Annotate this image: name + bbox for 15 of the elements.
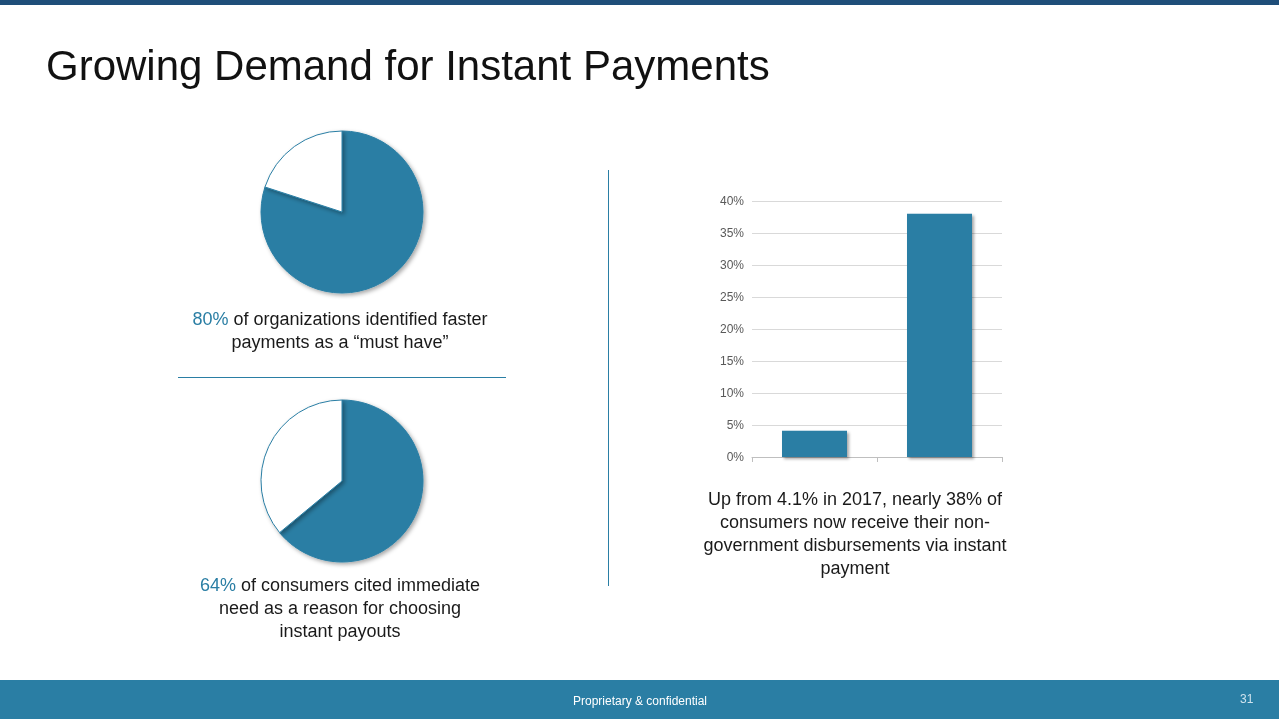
text: Proprietary & confidential	[571, 694, 709, 708]
y-tick-label: 35%	[719, 226, 745, 240]
text: Up from 4.1% in 2017, nearly 38% of consumers now receive their non-government disbursements via instant payment	[703, 489, 1007, 578]
text: 80% of organizations identified faster payments as a “must have”	[192, 309, 488, 352]
y-tick-label: 5%	[726, 418, 745, 432]
y-tick-label: 0%	[726, 450, 745, 464]
y-tick-label: 10%	[719, 386, 745, 400]
y-tick-label: 40%	[719, 194, 745, 208]
y-tick-label: 25%	[719, 290, 745, 304]
y-tick-label: 20%	[719, 322, 745, 336]
y-tick-label: 15%	[719, 354, 745, 368]
y-tick-label: 30%	[719, 258, 745, 272]
text: 64% of consumers cited immediate need as a reason for choosing instant payouts	[199, 575, 481, 641]
text: 31	[1240, 692, 1254, 706]
chart-title: Growing Demand for Instant Payments	[46, 42, 770, 90]
